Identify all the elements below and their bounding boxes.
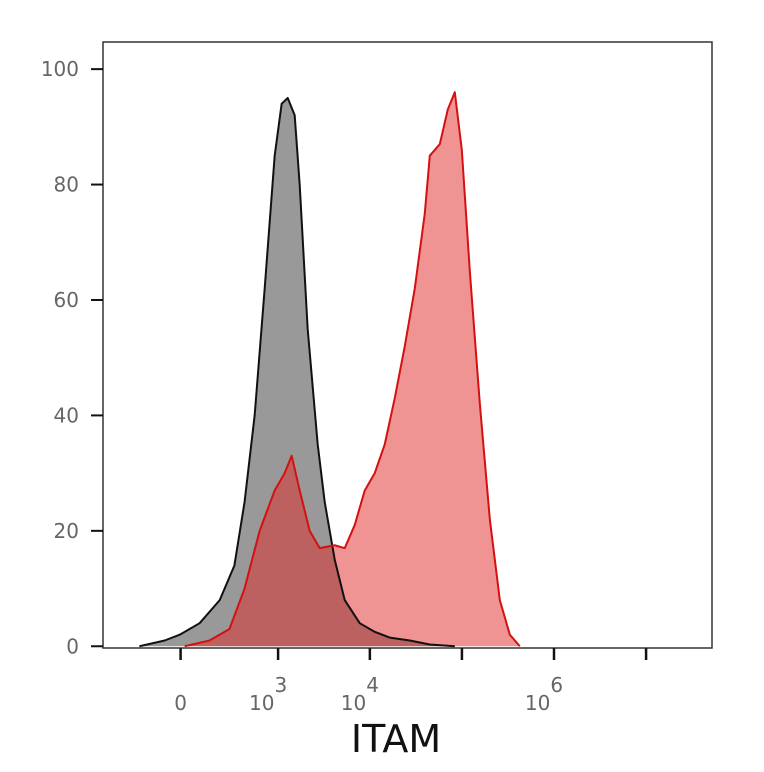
histogram-area bbox=[139, 97, 455, 647]
x-tick-label: 106 bbox=[525, 673, 563, 715]
y-tick-label: 60 bbox=[54, 288, 79, 312]
x-tick-base: 10 bbox=[525, 691, 550, 715]
plot-frame bbox=[102, 41, 713, 649]
x-tick-exponent: 6 bbox=[550, 673, 563, 697]
x-tick-label: 0 bbox=[174, 691, 187, 715]
y-tick-label: 100 bbox=[41, 57, 79, 81]
x-tick-label: 103 bbox=[249, 673, 287, 715]
x-tick-exponent: 4 bbox=[366, 673, 379, 697]
histogram-line bbox=[184, 91, 521, 648]
x-tick-label: 104 bbox=[341, 673, 379, 715]
y-tick-label: 40 bbox=[54, 403, 79, 427]
y-tick-label: 0 bbox=[66, 634, 79, 658]
x-tick-base: 10 bbox=[249, 691, 274, 715]
y-tick-label: 80 bbox=[54, 173, 79, 197]
x-tick-exponent: 3 bbox=[274, 673, 287, 697]
x-axis-label: ITAM bbox=[351, 717, 441, 761]
y-tick-label: 20 bbox=[54, 519, 79, 543]
histogram-line bbox=[139, 96, 455, 648]
x-tick-base: 10 bbox=[341, 691, 366, 715]
